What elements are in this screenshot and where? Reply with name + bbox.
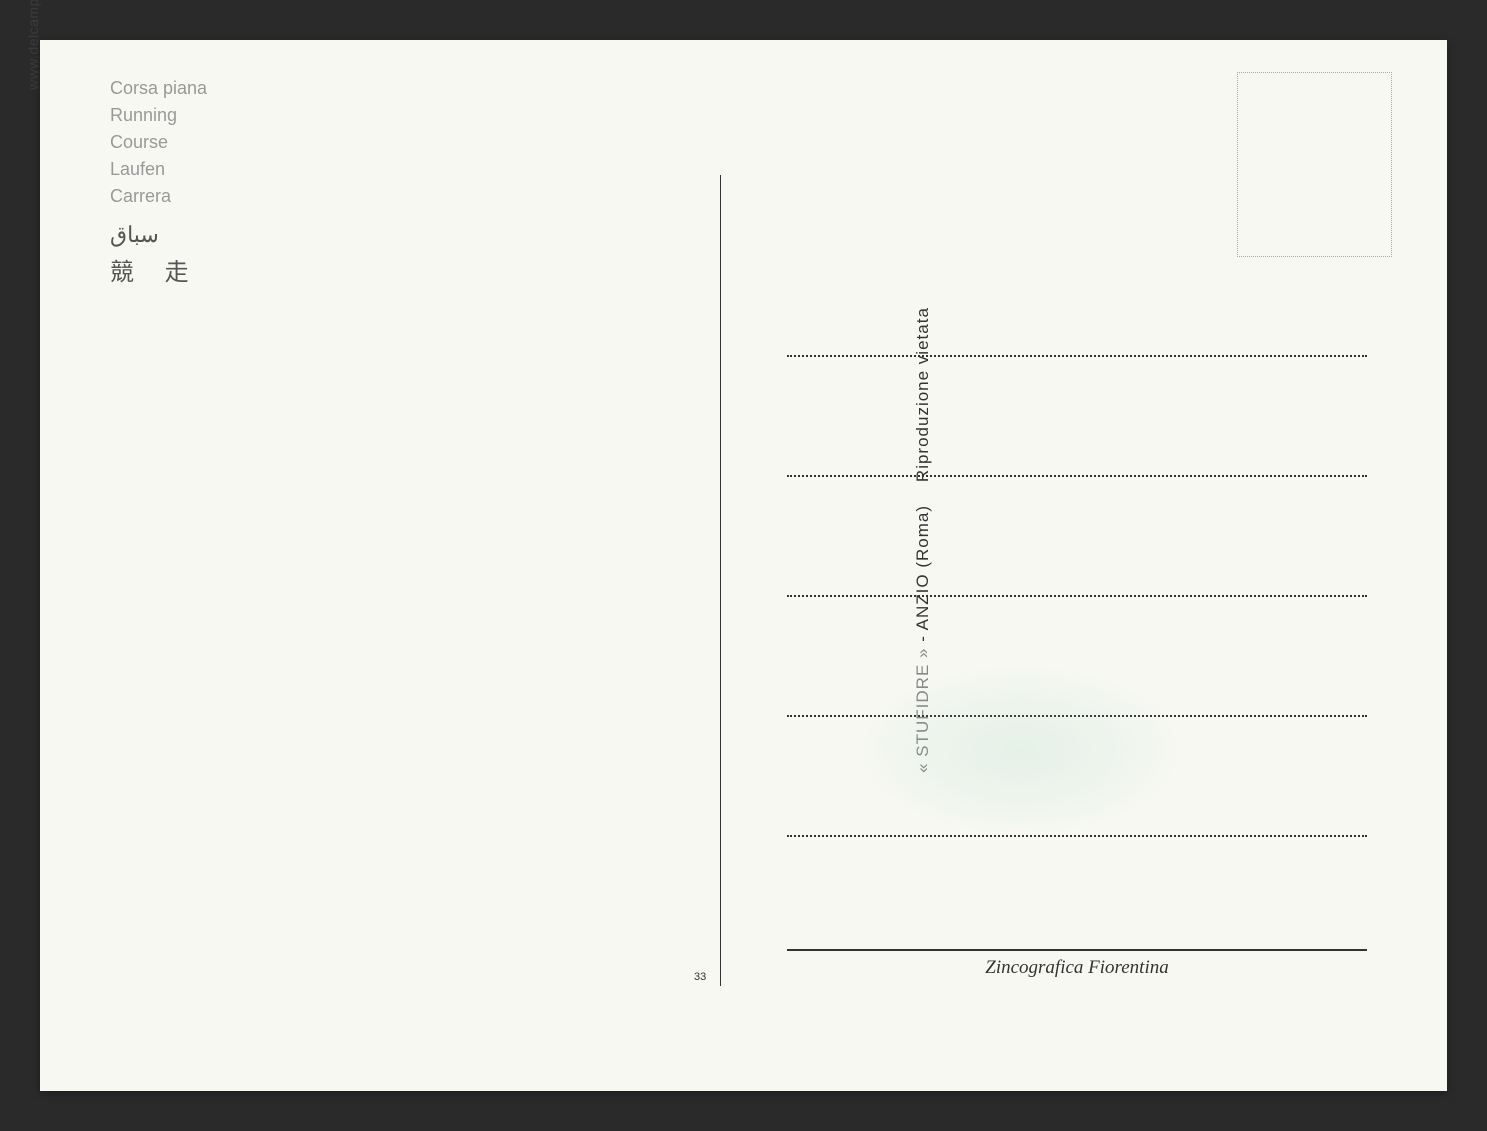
ink-smudge [850,660,1190,840]
title-italian: Corsa piana [110,75,207,102]
address-line-1 [787,355,1367,357]
address-line-5 [787,835,1367,837]
title-english: Running [110,102,207,129]
watermark-text: www.delcampe.net [25,0,41,90]
title-spanish: Carrera [110,183,207,210]
printer-credit: Zincografica Fiorentina [787,949,1367,979]
center-divider [720,175,721,986]
title-chinese: 競 走 [110,255,207,291]
title-french: Course [110,129,207,156]
stamp-placeholder [1237,72,1392,257]
title-translations-block: Corsa piana Running Course Laufen Carrer… [110,75,207,291]
card-number: 33 [694,971,706,983]
title-arabic: سباق [110,218,207,251]
address-line-2 [787,475,1367,477]
address-line-3 [787,595,1367,597]
title-german: Laufen [110,156,207,183]
postcard-back: www.delcampe.net Corsa piana Running Cou… [40,40,1447,1091]
